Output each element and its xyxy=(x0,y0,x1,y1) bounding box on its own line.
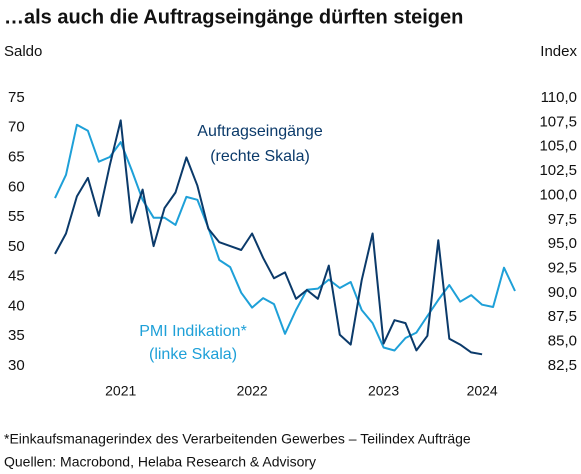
footnote: *Einkaufsmanagerindex des Verarbeitenden… xyxy=(4,431,471,447)
series-annotation: (linke Skala) xyxy=(149,346,237,363)
y-tick-label: 40 xyxy=(8,297,25,314)
y2-axis-label: Index xyxy=(540,43,577,60)
series-annotation: PMI Indikation* xyxy=(139,323,247,340)
y-tick-label: 50 xyxy=(8,238,25,255)
series-line xyxy=(54,123,516,352)
series-line xyxy=(54,119,483,356)
x-tick-label: 2024 xyxy=(467,383,498,399)
y2-tick-label: 105,0 xyxy=(539,138,577,155)
y-tick-label: 70 xyxy=(8,119,25,136)
y-tick-label: 75 xyxy=(8,89,25,106)
y-axis-label: Saldo xyxy=(4,43,42,60)
y2-tick-label: 82,5 xyxy=(548,357,577,374)
y2-tick-label: 107,5 xyxy=(539,113,577,130)
source: Quellen: Macrobond, Helaba Research & Ad… xyxy=(4,454,316,470)
series-annotation: (rechte Skala) xyxy=(210,148,310,165)
y-tick-label: 55 xyxy=(8,208,25,225)
y2-tick-label: 97,5 xyxy=(548,211,577,228)
y2-tick-label: 92,5 xyxy=(548,260,577,277)
y-tick-label: 65 xyxy=(8,149,25,166)
y2-tick-label: 110,0 xyxy=(541,89,577,106)
x-tick-label: 2021 xyxy=(105,383,136,399)
y-tick-label: 35 xyxy=(8,327,25,344)
y-tick-label: 30 xyxy=(8,357,25,374)
y2-tick-label: 90,0 xyxy=(548,284,577,301)
y-tick-label: 60 xyxy=(8,178,25,195)
y2-tick-label: 87,5 xyxy=(548,308,577,325)
y2-tick-label: 85,0 xyxy=(548,333,577,350)
chart-title: …als auch die Auftragseingänge dürften s… xyxy=(4,6,463,28)
y2-tick-label: 95,0 xyxy=(548,235,577,252)
y-tick-label: 45 xyxy=(8,268,25,285)
x-tick-label: 2022 xyxy=(237,383,268,399)
y2-tick-label: 102,5 xyxy=(539,162,577,179)
x-tick-label: 2023 xyxy=(368,383,399,399)
y2-tick-label: 100,0 xyxy=(539,186,577,203)
series-annotation: Auftragseingänge xyxy=(197,123,323,140)
